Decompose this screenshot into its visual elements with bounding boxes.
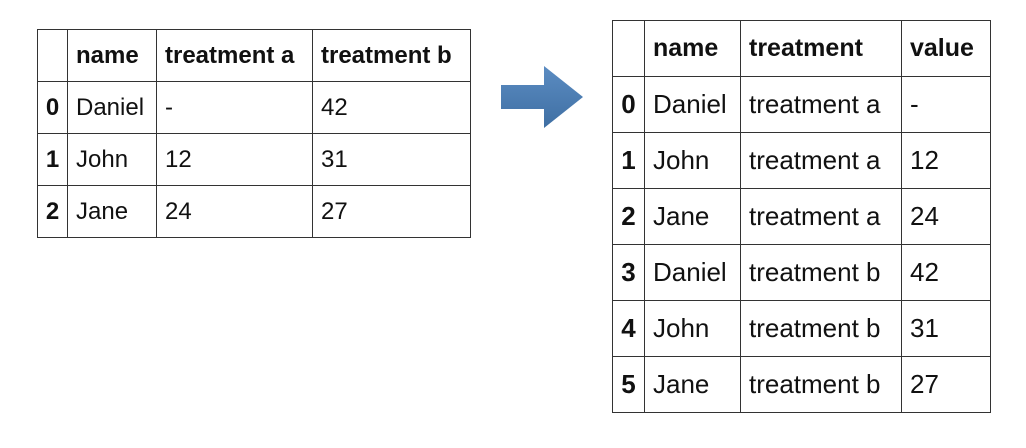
wide-table-header-row: name treatment a treatment b [37,29,471,82]
name-cell: John [644,300,741,357]
row-index: 4 [612,300,645,357]
row-index: 2 [37,185,68,238]
name-cell: John [644,132,741,189]
row-index: 0 [612,76,645,133]
treatment-b-cell: 31 [312,133,471,186]
treatment-cell: treatment a [740,188,902,245]
table-row: 1 John 12 31 [37,133,471,186]
long-table-value-header: value [901,20,991,77]
table-row: 2 Jane 24 27 [37,185,471,238]
name-cell: Jane [644,356,741,413]
name-cell: Daniel [644,244,741,301]
table-row: 2 Jane treatment a 24 [612,188,991,245]
value-cell: 42 [901,244,991,301]
wide-table-treatment-b-header: treatment b [312,29,471,82]
row-index: 5 [612,356,645,413]
wide-table-name-header: name [67,29,157,82]
name-cell: Daniel [67,81,157,134]
name-cell: Daniel [644,76,741,133]
value-cell: 24 [901,188,991,245]
name-cell: Jane [67,185,157,238]
value-cell: 12 [901,132,991,189]
treatment-cell: treatment b [740,356,902,413]
treatment-a-cell: 12 [156,133,313,186]
row-index: 3 [612,244,645,301]
value-cell: - [901,76,991,133]
wide-table-index-header [37,29,68,82]
treatment-b-cell: 42 [312,81,471,134]
right-arrow-icon [501,66,583,128]
table-row: 0 Daniel treatment a - [612,76,991,133]
table-row: 1 John treatment a 12 [612,132,991,189]
wide-table-treatment-a-header: treatment a [156,29,313,82]
value-cell: 27 [901,356,991,413]
treatment-cell: treatment b [740,300,902,357]
row-index: 0 [37,81,68,134]
name-cell: John [67,133,157,186]
long-table: name treatment value 0 Daniel treatment … [612,20,991,413]
treatment-cell: treatment a [740,76,902,133]
treatment-cell: treatment a [740,132,902,189]
table-row: 5 Jane treatment b 27 [612,356,991,413]
name-cell: Jane [644,188,741,245]
long-table-name-header: name [644,20,741,77]
long-table-treatment-header: treatment [740,20,902,77]
table-row: 4 John treatment b 31 [612,300,991,357]
row-index: 1 [37,133,68,186]
treatment-cell: treatment b [740,244,902,301]
treatment-a-cell: 24 [156,185,313,238]
table-row: 0 Daniel - 42 [37,81,471,134]
long-table-index-header [612,20,645,77]
wide-table: name treatment a treatment b 0 Daniel - … [37,29,471,238]
treatment-a-cell: - [156,81,313,134]
row-index: 2 [612,188,645,245]
treatment-b-cell: 27 [312,185,471,238]
row-index: 1 [612,132,645,189]
table-row: 3 Daniel treatment b 42 [612,244,991,301]
value-cell: 31 [901,300,991,357]
long-table-header-row: name treatment value [612,20,991,77]
